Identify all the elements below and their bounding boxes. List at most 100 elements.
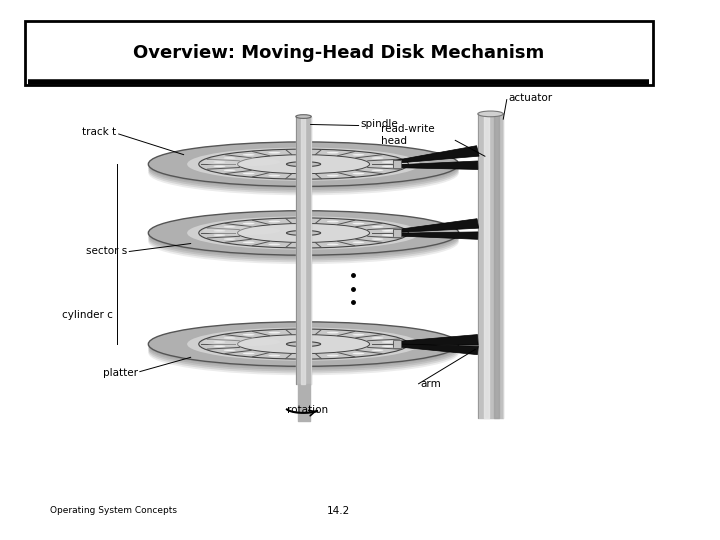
Ellipse shape — [224, 337, 235, 339]
Ellipse shape — [148, 142, 459, 186]
Ellipse shape — [382, 341, 394, 343]
Ellipse shape — [148, 327, 459, 372]
Ellipse shape — [327, 152, 338, 153]
Ellipse shape — [243, 353, 255, 354]
Ellipse shape — [214, 341, 225, 343]
Ellipse shape — [327, 332, 338, 334]
Ellipse shape — [296, 114, 311, 118]
Text: sector s: sector s — [86, 246, 127, 256]
Ellipse shape — [199, 149, 408, 179]
Ellipse shape — [382, 161, 394, 163]
Ellipse shape — [243, 154, 255, 156]
Ellipse shape — [148, 142, 459, 186]
Bar — [393, 340, 401, 348]
Ellipse shape — [148, 149, 459, 193]
Ellipse shape — [202, 158, 280, 166]
Ellipse shape — [372, 238, 384, 240]
Ellipse shape — [214, 234, 225, 236]
Text: Operating System Concepts: Operating System Concepts — [50, 507, 176, 515]
Ellipse shape — [297, 151, 310, 153]
Ellipse shape — [238, 155, 369, 173]
Ellipse shape — [148, 211, 459, 255]
Ellipse shape — [372, 157, 384, 159]
Ellipse shape — [202, 338, 280, 346]
Ellipse shape — [269, 355, 280, 356]
Ellipse shape — [224, 349, 235, 351]
Text: actuator: actuator — [508, 93, 552, 103]
Ellipse shape — [148, 322, 459, 366]
Ellipse shape — [372, 349, 384, 351]
Ellipse shape — [382, 165, 394, 167]
Text: Overview: Moving-Head Disk Mechanism: Overview: Moving-Head Disk Mechanism — [133, 44, 544, 62]
Ellipse shape — [187, 327, 420, 361]
Ellipse shape — [214, 165, 225, 167]
Ellipse shape — [224, 238, 235, 240]
FancyBboxPatch shape — [24, 21, 653, 85]
Ellipse shape — [148, 213, 459, 257]
Bar — [393, 160, 401, 168]
Ellipse shape — [148, 323, 459, 368]
Ellipse shape — [148, 329, 459, 374]
Ellipse shape — [243, 173, 255, 174]
Polygon shape — [394, 232, 478, 239]
Ellipse shape — [243, 334, 255, 335]
Ellipse shape — [353, 173, 364, 174]
Ellipse shape — [148, 331, 459, 375]
Ellipse shape — [148, 220, 459, 264]
Ellipse shape — [372, 226, 384, 228]
Text: track t: track t — [83, 127, 117, 137]
Ellipse shape — [148, 218, 459, 262]
Ellipse shape — [148, 214, 459, 259]
Ellipse shape — [187, 217, 420, 249]
Ellipse shape — [382, 346, 394, 347]
Ellipse shape — [297, 355, 310, 357]
Ellipse shape — [269, 221, 280, 222]
Ellipse shape — [224, 226, 235, 228]
Ellipse shape — [148, 211, 459, 255]
Ellipse shape — [187, 147, 420, 181]
Ellipse shape — [297, 176, 310, 177]
Ellipse shape — [148, 151, 459, 195]
Ellipse shape — [327, 221, 338, 222]
Text: cylinder c: cylinder c — [62, 310, 113, 320]
Ellipse shape — [214, 161, 225, 163]
Text: rotation: rotation — [287, 405, 328, 415]
Ellipse shape — [269, 175, 280, 177]
Ellipse shape — [202, 226, 280, 235]
Ellipse shape — [199, 218, 408, 248]
Ellipse shape — [148, 216, 459, 260]
Ellipse shape — [269, 332, 280, 334]
Ellipse shape — [238, 335, 369, 354]
Ellipse shape — [372, 337, 384, 339]
Ellipse shape — [382, 234, 394, 236]
Ellipse shape — [287, 161, 320, 167]
Text: read-write
head: read-write head — [381, 124, 435, 146]
Text: arm: arm — [420, 379, 441, 389]
Ellipse shape — [478, 111, 503, 117]
Polygon shape — [393, 146, 479, 163]
Ellipse shape — [287, 231, 320, 235]
Ellipse shape — [287, 342, 320, 347]
Ellipse shape — [148, 147, 459, 192]
Ellipse shape — [297, 244, 310, 246]
Ellipse shape — [353, 222, 364, 225]
Polygon shape — [394, 335, 478, 345]
Ellipse shape — [238, 224, 369, 242]
Ellipse shape — [297, 331, 310, 333]
Ellipse shape — [243, 222, 255, 225]
Polygon shape — [393, 344, 478, 355]
Ellipse shape — [327, 244, 338, 245]
Text: spindle: spindle — [360, 119, 397, 130]
Ellipse shape — [214, 230, 225, 232]
Bar — [393, 230, 401, 237]
Ellipse shape — [199, 329, 408, 359]
Ellipse shape — [148, 326, 459, 370]
Polygon shape — [393, 219, 479, 233]
Ellipse shape — [353, 241, 364, 243]
Ellipse shape — [353, 353, 364, 354]
Ellipse shape — [148, 145, 459, 190]
Ellipse shape — [372, 170, 384, 171]
Ellipse shape — [214, 346, 225, 347]
Polygon shape — [394, 161, 478, 170]
Ellipse shape — [148, 144, 459, 188]
